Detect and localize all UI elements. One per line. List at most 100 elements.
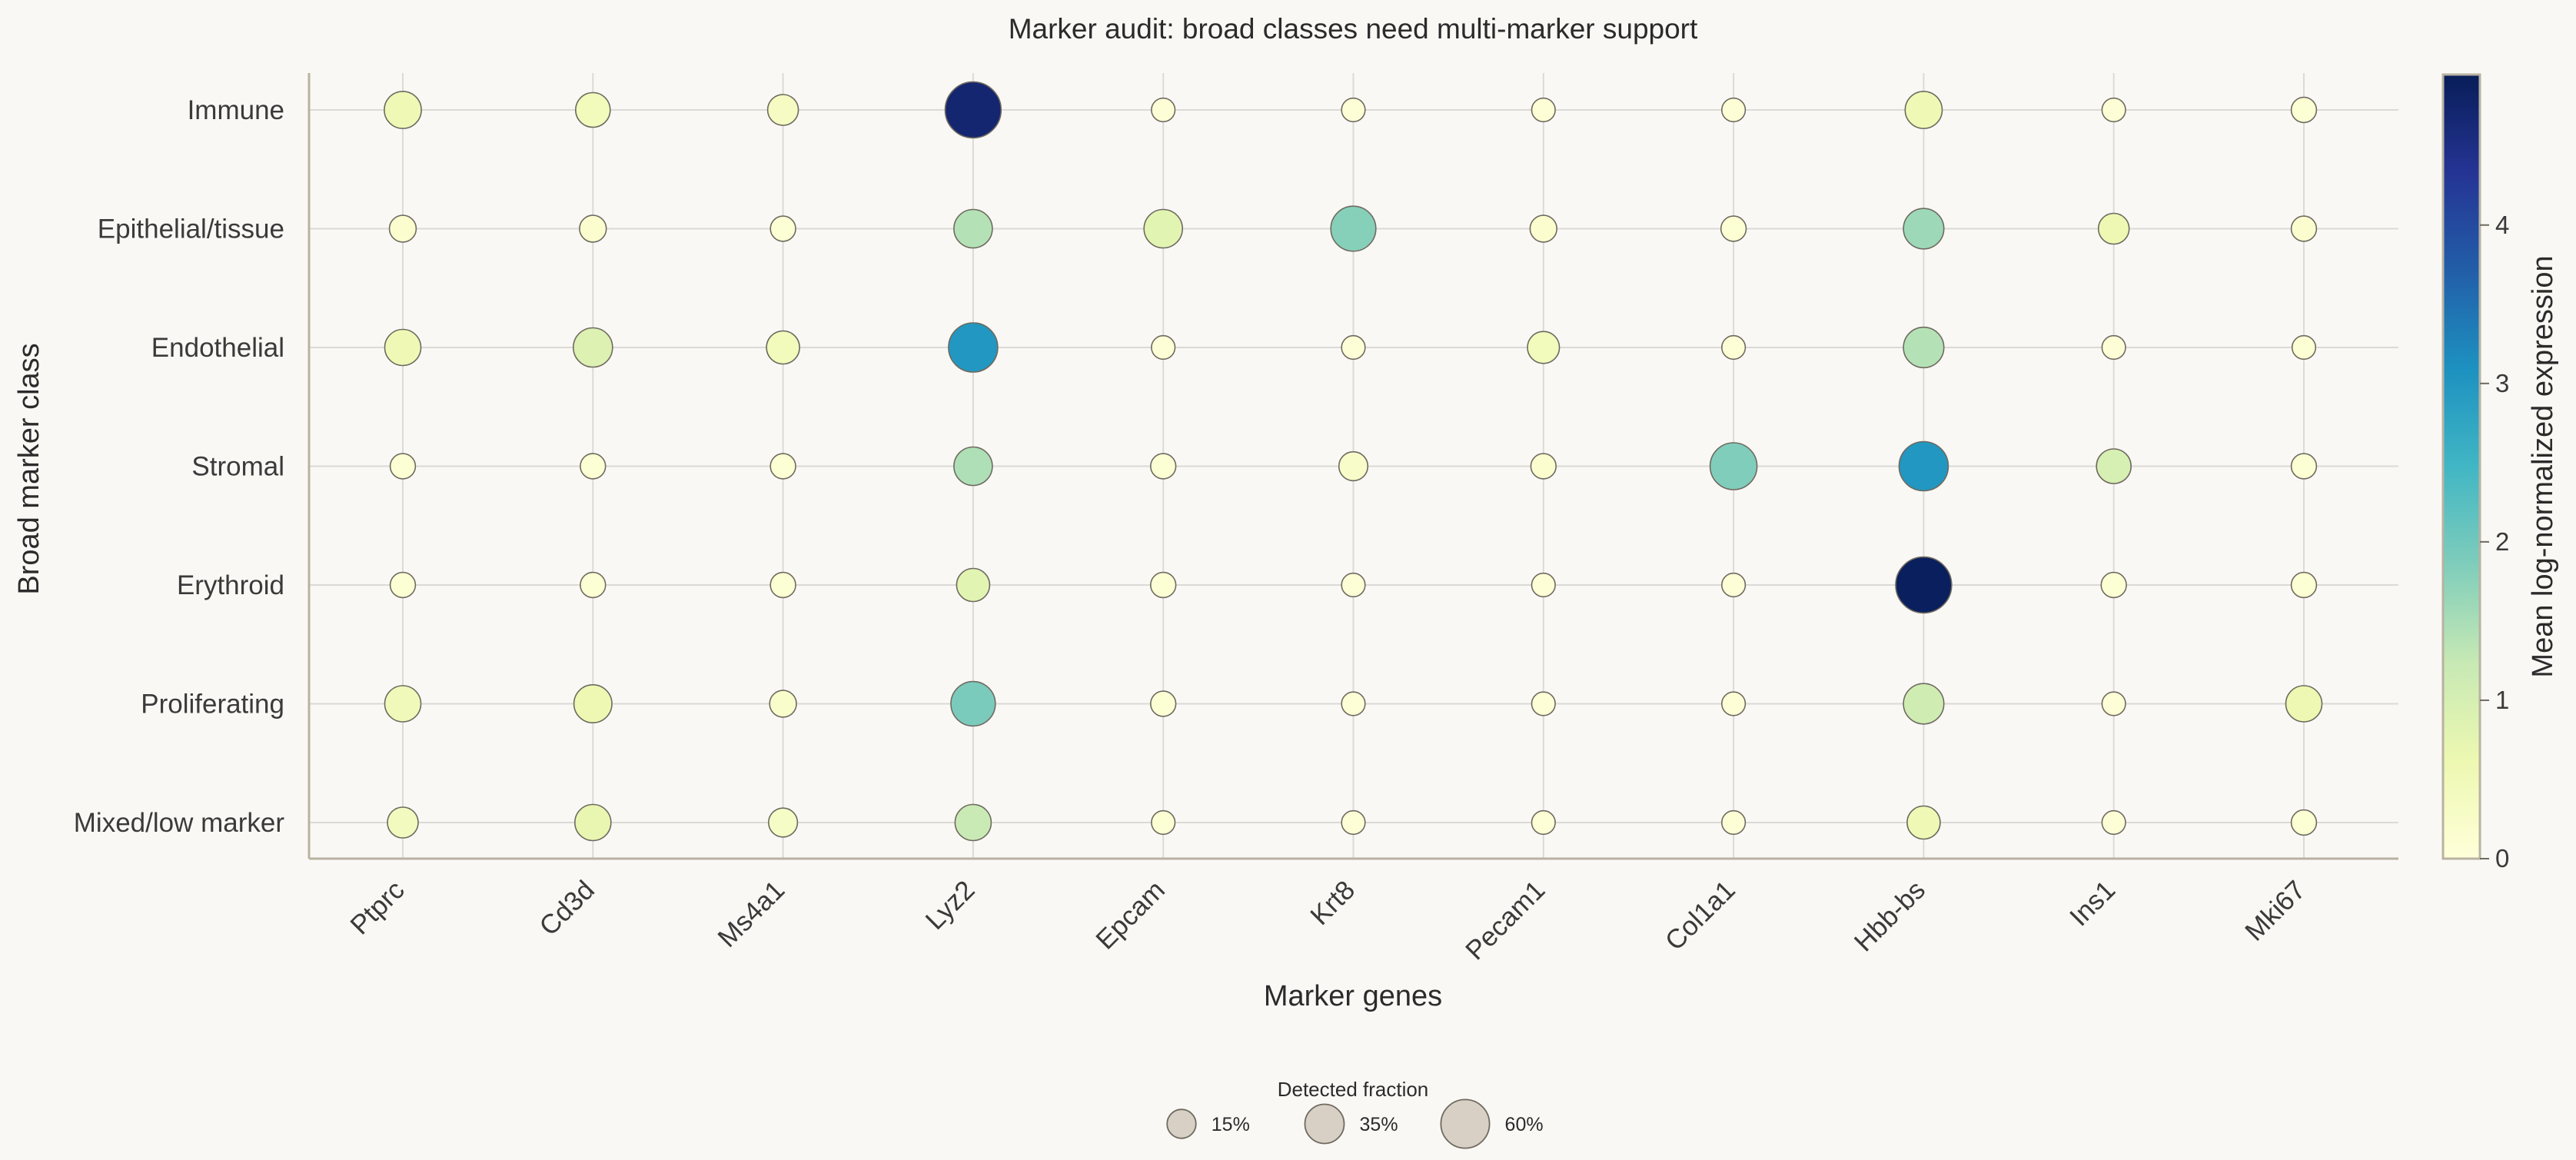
- dot-epithelial-tissue-cd3d: [579, 214, 607, 243]
- dot-stromal-hbb-bs: [1898, 440, 1949, 492]
- dot-proliferating-krt8: [1341, 691, 1366, 716]
- dot-erythroid-krt8: [1341, 572, 1366, 598]
- dot-erythroid-mki67: [2290, 571, 2318, 599]
- dot-stromal-epcam: [1149, 453, 1177, 480]
- dot-mixed-low-marker-ins1: [2101, 809, 2126, 836]
- dot-mixed-low-marker-pecam1: [1531, 809, 1556, 836]
- dot-stromal-cd3d: [580, 453, 607, 480]
- dot-mixed-low-marker-col1a1: [1721, 809, 1747, 836]
- dot-endothelial-epcam: [1151, 334, 1176, 361]
- dot-epithelial-tissue-ins1: [2097, 212, 2130, 245]
- dot-immune-krt8: [1341, 97, 1366, 123]
- y-tick-label: Epithelial/tissue: [98, 214, 284, 244]
- dot-erythroid-epcam: [1149, 571, 1177, 599]
- x-tick-labels: Ptprc Cd3d Ms4a1 Lyz2 Epcam Krt8 Pecam1 Col1a1 H…: [344, 875, 2311, 966]
- dot-epithelial-tissue-epcam: [1143, 208, 1183, 249]
- x-tick-label: Ptprc: [344, 875, 410, 940]
- dot-proliferating-epcam: [1149, 690, 1177, 717]
- x-axis-title: Marker genes: [1264, 980, 1442, 1012]
- dot-immune-cd3d: [574, 91, 611, 128]
- dot-endothelial-ins1: [2101, 334, 2126, 361]
- dot-proliferating-ptprc: [384, 685, 422, 723]
- dot-erythroid-pecam1: [1531, 572, 1556, 598]
- dot-epithelial-tissue-mki67: [2290, 215, 2318, 242]
- dot-endothelial-col1a1: [1721, 334, 1747, 361]
- dot-endothelial-cd3d: [572, 327, 613, 368]
- dot-stromal-mki67: [2290, 453, 2318, 480]
- colorbar-label: Mean log-normalized expression: [2527, 255, 2559, 677]
- dot-epithelial-tissue-ms4a1: [769, 215, 796, 242]
- dot-epithelial-tissue-krt8: [1330, 205, 1377, 252]
- y-axis-title: Broad marker class: [13, 343, 45, 594]
- colorbar-tick-label: 2: [2495, 527, 2509, 556]
- dot-mixed-low-marker-cd3d: [573, 803, 612, 842]
- size-legend-circle: [1166, 1108, 1197, 1139]
- dot-immune-pecam1: [1531, 97, 1556, 123]
- dot-epithelial-tissue-lyz2: [953, 208, 993, 249]
- x-tick-label: Pecam1: [1460, 875, 1551, 966]
- colorbar: [2441, 73, 2481, 860]
- x-tick-label: Hbb-bs: [1849, 875, 1931, 957]
- dot-epithelial-tissue-col1a1: [1720, 215, 1747, 242]
- x-tick-label: Ms4a1: [712, 875, 790, 953]
- dot-proliferating-mki67: [2285, 685, 2323, 723]
- y-tick-label: Proliferating: [141, 690, 284, 720]
- dot-mixed-low-marker-hbb-bs: [1906, 805, 1941, 840]
- dot-immune-col1a1: [1721, 97, 1747, 123]
- dot-endothelial-ms4a1: [766, 330, 800, 365]
- size-legend-title: Detected fraction: [1278, 1078, 1429, 1101]
- dot-erythroid-lyz2: [956, 567, 991, 603]
- dot-erythroid-ins1: [2100, 571, 2127, 599]
- dot-endothelial-krt8: [1341, 334, 1366, 361]
- dot-stromal-ptprc: [389, 453, 417, 480]
- y-tick-label: Endothelial: [151, 333, 284, 363]
- size-legend: Detected fraction 15% 35% 60%: [1166, 1078, 1544, 1149]
- colorbar-tick-label: 3: [2495, 369, 2509, 397]
- dot-erythroid-cd3d: [580, 571, 607, 599]
- dot-proliferating-col1a1: [1721, 691, 1747, 716]
- dot-erythroid-col1a1: [1721, 572, 1747, 598]
- dot-immune-mki67: [2290, 96, 2318, 124]
- dot-epithelial-tissue-pecam1: [1529, 214, 1558, 243]
- dot-endothelial-ptprc: [384, 328, 422, 367]
- dot-erythroid-ms4a1: [769, 571, 796, 599]
- dot-erythroid-ptprc: [389, 571, 417, 599]
- dot-proliferating-pecam1: [1531, 691, 1556, 716]
- x-tick-label: Mki67: [2239, 875, 2312, 947]
- dot-endothelial-lyz2: [948, 322, 999, 373]
- dot-proliferating-cd3d: [573, 683, 613, 723]
- size-legend-circle: [1304, 1103, 1345, 1145]
- colorbar-tick-label: 0: [2495, 844, 2509, 872]
- dot-proliferating-ins1: [2101, 691, 2126, 716]
- dot-endothelial-hbb-bs: [1903, 326, 1945, 369]
- dot-mixed-low-marker-ms4a1: [767, 807, 799, 838]
- dot-mixed-low-marker-mki67: [2290, 809, 2318, 836]
- y-tick-label: Erythroid: [177, 570, 284, 600]
- x-tick-label: Lyz2: [920, 875, 981, 936]
- dot-immune-ms4a1: [766, 94, 799, 126]
- dot-epithelial-tissue-ptprc: [388, 214, 417, 243]
- size-legend-label: 60%: [1505, 1114, 1544, 1135]
- colorbar-ticks: 0 1 2 3 4: [2480, 211, 2509, 872]
- chart-title: Marker audit: broad classes need multi-m…: [1009, 13, 1698, 45]
- x-tick-label: Cd3d: [533, 875, 600, 942]
- dot-endothelial-pecam1: [1527, 331, 1561, 364]
- size-legend-label: 15%: [1212, 1114, 1250, 1135]
- dot-proliferating-lyz2: [950, 680, 996, 727]
- dot-stromal-ins1: [2096, 448, 2132, 484]
- size-legend-label: 35%: [1360, 1114, 1398, 1135]
- dot-mixed-low-marker-ptprc: [387, 806, 419, 839]
- dot-erythroid-hbb-bs: [1895, 556, 1953, 614]
- dot-stromal-pecam1: [1530, 453, 1557, 480]
- colorbar-tick-label: 4: [2495, 211, 2509, 239]
- x-tick-label: Ins1: [2064, 875, 2121, 932]
- y-tick-label: Immune: [188, 95, 284, 125]
- dot-stromal-lyz2: [953, 446, 993, 487]
- dot-immune-hbb-bs: [1904, 91, 1943, 129]
- dot-proliferating-ms4a1: [769, 690, 797, 718]
- colorbar-tick-label: 1: [2495, 686, 2509, 714]
- dot-immune-epcam: [1151, 97, 1176, 123]
- dot-endothelial-mki67: [2291, 334, 2317, 361]
- size-legend-circle: [1440, 1099, 1491, 1149]
